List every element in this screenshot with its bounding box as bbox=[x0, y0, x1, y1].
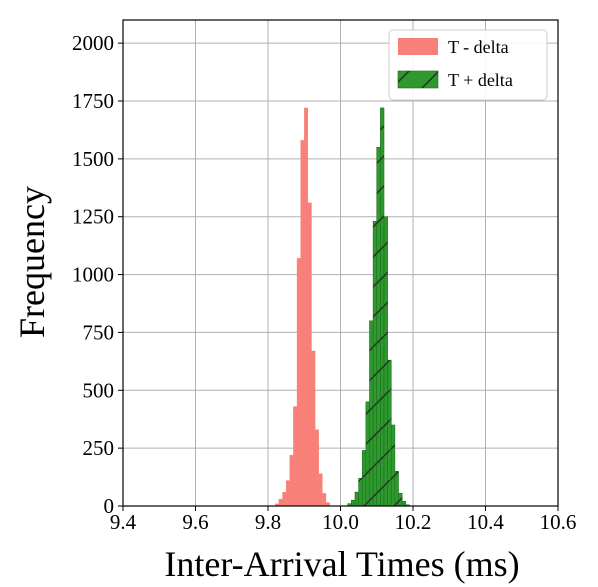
ticks-layer: 9.4 9.6 9.8 10.0 10.2 10.4 10.6 0 250 500 750 1000 1… bbox=[72, 31, 576, 534]
histogram-bar-hatch bbox=[373, 221, 377, 507]
histogram-bar-hatch bbox=[355, 492, 359, 506]
y-tick-label: 1250 bbox=[72, 205, 114, 229]
histogram-bar-hatch bbox=[387, 360, 392, 506]
y-tick-label: 0 bbox=[104, 494, 115, 518]
y-tick-label: 2000 bbox=[72, 31, 114, 55]
histogram-bar-t-minus-delta bbox=[307, 202, 312, 507]
histogram-bar-hatch bbox=[376, 147, 381, 507]
x-tick-label: 9.6 bbox=[182, 510, 208, 534]
x-tick-label: 10.4 bbox=[467, 510, 504, 534]
histogram-bar-t-minus-delta bbox=[282, 491, 287, 507]
histogram-bar-hatch bbox=[391, 425, 395, 506]
histogram-bar-t-minus-delta bbox=[278, 498, 283, 507]
y-tick-label: 500 bbox=[83, 378, 115, 402]
histogram-bar-hatch bbox=[380, 107, 384, 506]
histogram-bar-t-minus-delta bbox=[289, 454, 294, 507]
histogram-bar-hatch bbox=[362, 450, 366, 506]
histogram-bar-hatch bbox=[365, 401, 370, 506]
x-tick-label: 10.6 bbox=[540, 510, 577, 534]
legend-label-t-minus-delta: T - delta bbox=[448, 37, 509, 57]
histogram-bar-t-minus-delta bbox=[285, 480, 290, 507]
histogram-bar-t-minus-delta bbox=[318, 473, 323, 507]
y-tick-label: 250 bbox=[83, 436, 115, 460]
histogram-bar-t-minus-delta bbox=[322, 493, 327, 507]
y-tick-label: 1750 bbox=[72, 89, 114, 113]
histogram-bar-hatch bbox=[369, 320, 374, 506]
histogram-bar-t-minus-delta bbox=[314, 429, 319, 507]
x-axis-label: Inter-Arrival Times (ms) bbox=[164, 544, 519, 584]
x-tick-label: 9.4 bbox=[110, 510, 137, 534]
histogram-bar-t-minus-delta bbox=[311, 350, 316, 507]
legend-label-t-plus-delta: T + delta bbox=[448, 70, 513, 90]
histogram-bar-hatch bbox=[402, 501, 406, 506]
histogram-bar-hatch bbox=[398, 493, 403, 506]
histogram-bar-hatch bbox=[394, 471, 399, 506]
grid-layer bbox=[122, 20, 559, 507]
histogram-bar-t-minus-delta bbox=[296, 258, 301, 507]
legend-swatch-t-minus-delta bbox=[398, 38, 438, 55]
x-tick-label: 9.8 bbox=[255, 510, 281, 534]
x-tick-label: 10.0 bbox=[322, 510, 359, 534]
y-tick-label: 750 bbox=[83, 320, 115, 344]
legend: T - delta T + delta bbox=[388, 29, 548, 101]
histogram-bar-t-minus-delta bbox=[293, 406, 298, 507]
histogram-bar-t-minus-delta bbox=[304, 107, 309, 507]
x-tick-label: 10.2 bbox=[395, 510, 432, 534]
histogram-bar-hatch bbox=[347, 503, 352, 506]
histogram-bar-hatch bbox=[358, 478, 363, 506]
histogram-bar-hatch bbox=[351, 500, 355, 506]
histogram-bar-t-minus-delta bbox=[300, 140, 305, 507]
y-tick-label: 1000 bbox=[72, 263, 114, 287]
y-tick-label: 1500 bbox=[72, 147, 114, 171]
legend-swatch-hatch bbox=[398, 71, 438, 88]
bars-layer bbox=[275, 107, 410, 507]
histogram-bar-hatch bbox=[384, 216, 388, 506]
y-axis-label: Frequency bbox=[12, 186, 52, 338]
